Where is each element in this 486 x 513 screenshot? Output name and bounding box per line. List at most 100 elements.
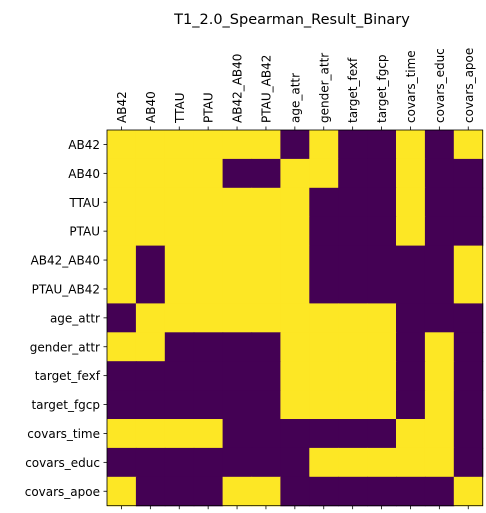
heatmap-cell-AB42-AB40 [135, 130, 166, 160]
heatmap-cell-age_attr-target_fexf [338, 303, 368, 333]
heatmap-cell-covars_time-AB42 [107, 419, 137, 449]
y-tick-labels: AB42 AB40 TTAU PTAU AB42_AB40 PTAU_AB42 age_at… [25, 138, 101, 499]
heatmap-cell-target_fgcp-covars_educ [424, 390, 455, 420]
heatmap-cell-TTAU-AB42_AB40 [222, 187, 253, 218]
y-tick-label-gender_attr: gender_attr [30, 340, 100, 354]
x-tick-label-target_fexf: target_fexf [346, 57, 360, 123]
heatmap-cell-covars_apoe-age_attr [280, 476, 310, 507]
heatmap-cell-target_fexf-PTAU [193, 361, 224, 391]
heatmap-cell-covars_educ-covars_time [396, 447, 426, 478]
y-tick-label-covars_time: covars_time [27, 427, 100, 441]
heatmap-cell-PTAU-target_fexf [338, 216, 368, 247]
heatmap-cell-AB42-PTAU_AB42 [251, 130, 281, 160]
y-tick-label-AB42_AB40: AB42_AB40 [31, 254, 100, 268]
heatmap-cell-covars_educ-covars_educ [424, 447, 455, 478]
x-tick-label-TTAU: TTAU [173, 92, 187, 124]
heatmap-cell-TTAU-covars_time [396, 187, 426, 218]
heatmap-cell-AB40-covars_educ [424, 158, 455, 189]
heatmap-cell-target_fexf-PTAU_AB42 [251, 361, 281, 391]
heatmap-cell-PTAU-AB42_AB40 [222, 216, 253, 247]
heatmap-cell-AB40-AB40 [135, 158, 166, 189]
heatmap-cell-target_fexf-target_fgcp [367, 361, 397, 391]
heatmap-cell-AB42_AB40-PTAU_AB42 [251, 245, 281, 276]
heatmap-cell-AB42-PTAU [193, 130, 224, 160]
heatmap-cell-covars_educ-age_attr [280, 447, 310, 478]
y-tick-label-AB40: AB40 [68, 167, 100, 181]
x-tick-label-age_attr: age_attr [288, 73, 302, 123]
heatmap-cell-age_attr-AB40 [135, 303, 166, 333]
heatmap-cell-covars_time-AB40 [135, 419, 166, 449]
heatmap-cell-target_fexf-AB42 [107, 361, 137, 391]
heatmap-cell-PTAU_AB42-target_fgcp [367, 274, 397, 304]
heatmap-cell-gender_attr-target_fexf [338, 332, 368, 362]
heatmap-cell-covars_apoe-AB40 [135, 476, 166, 507]
heatmap-cell-AB40-covars_apoe [453, 158, 484, 189]
heatmap-cell-PTAU_AB42-covars_educ [424, 274, 455, 304]
heatmap-cell-PTAU-covars_time [396, 216, 426, 247]
heatmap-cell-covars_apoe-TTAU [164, 476, 195, 507]
x-tick-label-covars_apoe: covars_apoe [462, 48, 476, 123]
heatmap-cell-target_fgcp-age_attr [280, 390, 310, 420]
heatmap-cell-gender_attr-covars_apoe [453, 332, 484, 362]
heatmap-cell-PTAU_AB42-covars_time [396, 274, 426, 304]
heatmap-cell-covars_educ-covars_apoe [453, 447, 484, 478]
heatmap-cell-covars_time-covars_educ [424, 419, 455, 449]
y-tick-label-target_fexf: target_fexf [35, 369, 101, 383]
x-tick-labels: AB42 AB40 TTAU PTAU AB42_AB40 PTAU_AB42 age_at… [115, 48, 476, 124]
heatmap-cell-AB40-PTAU [193, 158, 224, 189]
heatmap-cell-gender_attr-AB42 [107, 332, 137, 362]
heatmap-cell-target_fgcp-AB40 [135, 390, 166, 420]
heatmap-cell-gender_attr-target_fgcp [367, 332, 397, 362]
heatmap-cell-PTAU_AB42-target_fexf [338, 274, 368, 304]
heatmap-cell-gender_attr-covars_time [396, 332, 426, 362]
heatmap-cell-AB40-AB42_AB40 [222, 158, 253, 189]
heatmap-cell-covars_apoe-AB42_AB40 [222, 476, 253, 507]
heatmap-cell-age_attr-AB42 [107, 303, 137, 333]
heatmap-cell-age_attr-PTAU_AB42 [251, 303, 281, 333]
heatmap-cell-PTAU_AB42-PTAU_AB42 [251, 274, 281, 304]
heatmap-cell-target_fgcp-AB42 [107, 390, 137, 420]
heatmap-cell-age_attr-target_fgcp [367, 303, 397, 333]
heatmap-cell-target_fexf-AB42_AB40 [222, 361, 253, 391]
heatmap-cell-TTAU-covars_apoe [453, 187, 484, 218]
heatmap-cell-covars_educ-PTAU [193, 447, 224, 478]
heatmap-cell-target_fgcp-PTAU [193, 390, 224, 420]
y-tick-label-PTAU: PTAU [69, 225, 100, 239]
heatmap-cell-AB42-gender_attr [309, 130, 339, 160]
heatmap-cell-covars_educ-AB42_AB40 [222, 447, 253, 478]
heatmap-cell-covars_apoe-gender_attr [309, 476, 339, 507]
y-tick-label-target_fgcp: target_fgcp [31, 398, 100, 412]
heatmap-cell-covars_educ-target_fgcp [367, 447, 397, 478]
heatmap-cell-TTAU-age_attr [280, 187, 310, 218]
y-tick-label-covars_educ: covars_educ [25, 456, 100, 470]
heatmap-cell-gender_attr-PTAU_AB42 [251, 332, 281, 362]
heatmap-cell-covars_apoe-PTAU [193, 476, 224, 507]
heatmap-cell-age_attr-AB42_AB40 [222, 303, 253, 333]
heatmap-cell-PTAU-TTAU [164, 216, 195, 247]
heatmap-cell-gender_attr-covars_educ [424, 332, 455, 362]
heatmap-cell-target_fexf-covars_educ [424, 361, 455, 391]
heatmap-cell-target_fgcp-PTAU_AB42 [251, 390, 281, 420]
heatmap-cell-covars_apoe-covars_educ [424, 476, 455, 507]
heatmap-cell-gender_attr-gender_attr [309, 332, 339, 362]
heatmap-cell-age_attr-PTAU [193, 303, 224, 333]
heatmap-cell-AB40-AB42 [107, 158, 137, 189]
heatmap-cell-covars_apoe-covars_apoe [453, 476, 484, 507]
heatmap-cell-PTAU-age_attr [280, 216, 310, 247]
heatmap-cell-PTAU-covars_educ [424, 216, 455, 247]
plot-frame [106, 129, 484, 507]
heatmap-cell-covars_time-covars_apoe [453, 419, 484, 449]
heatmap-cell-PTAU_AB42-AB42 [107, 274, 137, 304]
heatmap-cell-target_fexf-covars_apoe [453, 361, 484, 391]
heatmap-cell-TTAU-TTAU [164, 187, 195, 218]
heatmap-cell-target_fgcp-covars_apoe [453, 390, 484, 420]
heatmap-cell-age_attr-gender_attr [309, 303, 339, 333]
heatmap-cell-covars_apoe-PTAU_AB42 [251, 476, 281, 507]
heatmap-cell-TTAU-PTAU [193, 187, 224, 218]
heatmap-cell-AB42-age_attr [280, 130, 310, 160]
heatmap-cell-AB42_AB40-target_fgcp [367, 245, 397, 276]
heatmap-cell-age_attr-TTAU [164, 303, 195, 333]
heatmap-cell-AB40-target_fexf [338, 158, 368, 189]
heatmap-cell-covars_time-AB42_AB40 [222, 419, 253, 449]
heatmap-cell-AB42_AB40-covars_time [396, 245, 426, 276]
